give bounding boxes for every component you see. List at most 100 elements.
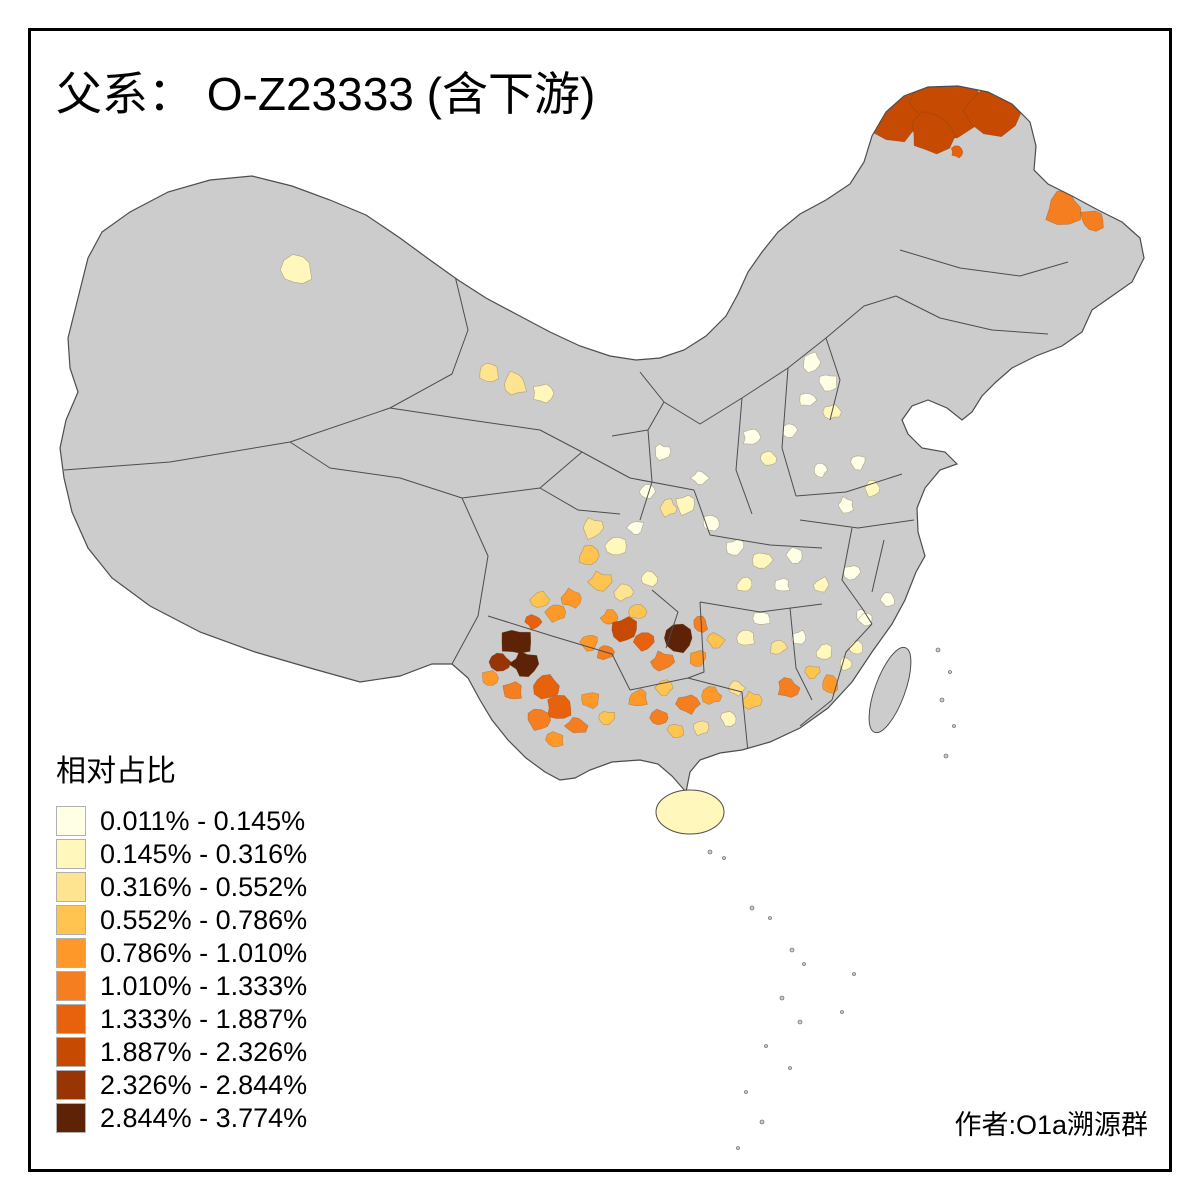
legend-items: 0.011% - 0.145% 0.145% - 0.316% 0.316% - 0…: [56, 806, 307, 1133]
map-region-cell: [785, 546, 803, 564]
map-region-cell: [581, 692, 600, 710]
map-region-cell: [839, 656, 853, 672]
legend-swatch: [56, 938, 86, 968]
map-region-cell: [587, 570, 613, 592]
south-china-sea-islets: [707, 647, 956, 1150]
map-region-cell: [675, 694, 701, 715]
map-region-cell: [578, 545, 600, 566]
map-region-cell: [632, 632, 655, 652]
page-title: 父系： O-Z23333 (含下游): [56, 68, 596, 120]
map-region-cell: [879, 592, 895, 607]
map-region-cell: [911, 111, 957, 155]
legend-swatch: [56, 971, 86, 1001]
map-region-cell: [529, 590, 551, 608]
map-region-cell: [799, 392, 818, 407]
map-region-cell: [837, 496, 854, 514]
map-region-cell: [582, 517, 604, 540]
legend-label: 0.786% - 1.010%: [100, 937, 308, 968]
map-region-cell: [1079, 210, 1104, 232]
legend-label: 0.552% - 0.786%: [100, 904, 308, 935]
legend-swatch: [56, 1004, 86, 1034]
country-outline: [59, 85, 1145, 794]
map-region-cell: [950, 145, 964, 159]
map-region-cell: [560, 587, 582, 609]
map-region-cell: [813, 462, 828, 478]
legend-swatch: [56, 905, 86, 935]
map-region-cell: [666, 724, 684, 738]
map-region-cell: [706, 632, 726, 649]
province-borders: [63, 249, 1069, 753]
map-region-cell: [533, 383, 555, 404]
legend-item: 1.887% - 2.326%: [56, 1037, 307, 1067]
map-region-cell: [752, 612, 771, 625]
attribution: 作者:O1a溯源群: [954, 1110, 1148, 1140]
legend-label: 0.011% - 0.145%: [100, 805, 306, 836]
map-region-cell: [736, 629, 755, 646]
china-mainland-shape: [60, 86, 1144, 792]
map-region-cell: [720, 711, 737, 727]
hainan-island: [655, 789, 725, 835]
legend-item: 0.786% - 1.010%: [56, 938, 307, 968]
legend-item: 0.011% - 0.145%: [56, 806, 307, 836]
map-region-cell: [524, 614, 543, 631]
map-region-cell: [488, 652, 512, 672]
map-region-cell: [855, 686, 870, 698]
map-region-cell: [759, 450, 778, 466]
map-region-cell: [857, 612, 873, 626]
map-region-cell: [640, 570, 659, 587]
legend-swatch: [56, 1103, 86, 1133]
map-region-cell: [742, 428, 762, 445]
map-region-cell: [604, 536, 627, 556]
map-region-cell: [791, 629, 807, 645]
map-region-cell: [752, 552, 774, 569]
legend-item: 1.010% - 1.333%: [56, 971, 307, 1001]
map-region-cell: [611, 616, 638, 643]
map-region-cell: [481, 670, 499, 686]
legend-item: 1.333% - 1.887%: [56, 1004, 307, 1034]
legend-label: 1.887% - 2.326%: [100, 1036, 308, 1067]
legend-swatch: [56, 872, 86, 902]
legend-item: 2.326% - 2.844%: [56, 1070, 307, 1100]
map-region-cell: [850, 455, 866, 471]
map-region-cell: [692, 720, 710, 737]
taiwan-island: [868, 646, 912, 734]
map-region-cell: [546, 694, 572, 719]
legend-item: 0.145% - 0.316%: [56, 839, 307, 869]
map-region-cell: [501, 629, 532, 654]
legend-label: 2.844% - 3.774%: [100, 1102, 308, 1133]
legend-label: 0.145% - 0.316%: [100, 838, 308, 869]
map-region-cell: [527, 708, 552, 731]
map-region-cell: [613, 583, 635, 602]
legend: 相对占比 0.011% - 0.145% 0.145% - 0.316% 0.316…: [56, 746, 307, 1136]
map-region-cell: [813, 576, 830, 593]
map-region-cell: [803, 351, 822, 374]
legend-item: 0.316% - 0.552%: [56, 872, 307, 902]
legend-label: 2.326% - 2.844%: [100, 1069, 308, 1100]
map-region-cell: [628, 688, 648, 707]
map-region-cell: [654, 443, 672, 461]
map-region-cell: [774, 577, 791, 592]
map-region-cell: [777, 677, 801, 698]
legend-item: 0.552% - 0.786%: [56, 905, 307, 935]
map-region-cell: [532, 674, 560, 700]
legend-swatch: [56, 1070, 86, 1100]
map-region-cell: [649, 708, 669, 726]
map-region-cell: [822, 674, 839, 694]
map-region-cell: [818, 374, 838, 392]
map-region-cell: [502, 681, 522, 700]
map-region-cell: [504, 370, 527, 396]
legend-item: 2.844% - 3.774%: [56, 1103, 307, 1133]
legend-swatch: [56, 839, 86, 869]
legend-title: 相对占比: [56, 755, 176, 788]
legend-label: 1.333% - 1.887%: [100, 1003, 308, 1034]
map-region-cell: [628, 604, 648, 619]
map-region-cell: [804, 665, 821, 680]
map-region-cell: [736, 576, 753, 592]
map-region-cell: [544, 604, 567, 623]
legend-label: 0.316% - 0.552%: [100, 871, 308, 902]
map-region-cell: [545, 731, 564, 748]
map-region-cell: [638, 484, 656, 499]
map-region-cell: [815, 643, 833, 660]
